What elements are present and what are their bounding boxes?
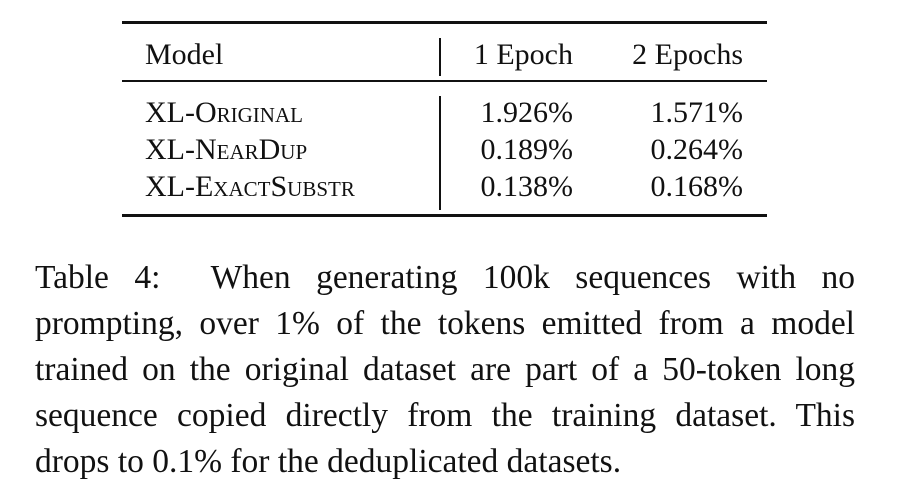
bottom-rule	[122, 214, 767, 217]
cell-value: 0.264%	[650, 133, 744, 166]
cell-value: 0.189%	[480, 133, 574, 166]
model-name: XL-ExactSubstr	[145, 170, 355, 203]
cell-value: 0.168%	[650, 170, 744, 203]
model-name: XL-NearDup	[145, 133, 308, 166]
cell-value: 1.926%	[480, 96, 574, 129]
caption-label: Table 4:	[35, 259, 161, 296]
caption: Table 4: When generating 100k sequences …	[35, 255, 855, 485]
cell-value: 1.571%	[650, 96, 744, 129]
column-divider	[439, 96, 441, 210]
header-cell: Model	[145, 38, 224, 71]
top-rule	[122, 21, 767, 24]
header-cell: 1 Epoch	[473, 38, 573, 71]
model-name: XL-Original	[145, 96, 303, 129]
column-divider	[439, 38, 441, 76]
caption-text: When generating 100k sequences with no p…	[35, 259, 855, 480]
mid-rule	[122, 80, 767, 82]
header-cell: 2 Epochs	[632, 38, 743, 71]
cell-value: 0.138%	[480, 170, 574, 203]
